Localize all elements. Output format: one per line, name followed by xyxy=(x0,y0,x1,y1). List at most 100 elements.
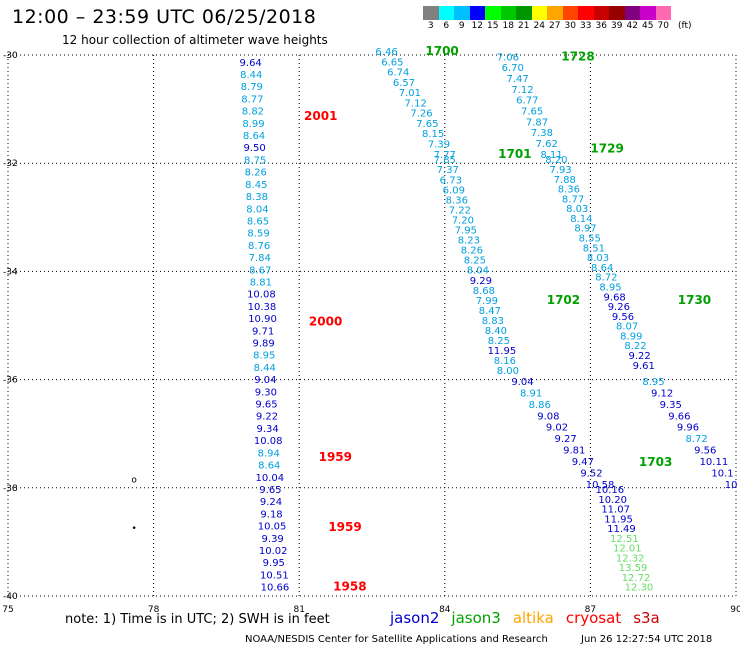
data-value-label: 7.22 xyxy=(449,205,471,216)
data-value-label: 7.93 xyxy=(549,165,571,176)
data-value-label: 8.15 xyxy=(422,129,444,140)
data-value-label: 8.95 xyxy=(599,282,621,293)
color-swatch xyxy=(516,6,532,20)
color-swatch xyxy=(624,6,640,20)
data-value-label: 10.90 xyxy=(248,314,277,325)
pass-time-label: 1730 xyxy=(678,293,711,307)
color-swatch xyxy=(609,6,625,20)
data-value-label: 9.35 xyxy=(660,400,682,411)
data-value-label: 8.64 xyxy=(258,461,280,472)
data-value-label: 8.44 xyxy=(240,70,262,81)
data-value-label: 10.1 xyxy=(711,468,733,479)
data-value-label: 9.50 xyxy=(243,143,265,154)
data-value-label: 11.49 xyxy=(607,524,636,535)
legend-entry-jason3: jason3 xyxy=(451,609,501,627)
data-value-label: 13.59 xyxy=(619,563,648,574)
data-value-label: 8.20 xyxy=(545,155,567,166)
data-value-label: 8.45 xyxy=(245,180,267,191)
data-value-label: 8.67 xyxy=(249,265,271,276)
legend-entry-cryosat: cryosat xyxy=(565,609,622,627)
color-scale-tick: 39 xyxy=(611,21,623,31)
data-value-label: 8.04 xyxy=(246,204,268,215)
color-scale-tick: 15 xyxy=(487,21,499,31)
data-value-label: 8.82 xyxy=(242,107,264,118)
data-value-label: 10 xyxy=(725,480,738,491)
data-value-label: 11.07 xyxy=(601,505,630,516)
data-value-label: 7.12 xyxy=(405,98,427,109)
data-value-label: 8.26 xyxy=(245,168,267,179)
y-tick-label: -36 xyxy=(3,376,18,386)
data-value-label: 12.30 xyxy=(625,583,654,594)
data-value-label: 6.77 xyxy=(516,96,538,107)
data-value-label: 9.65 xyxy=(255,400,277,411)
data-value-label: 11.95 xyxy=(604,514,633,525)
data-value-label: 9.56 xyxy=(612,312,634,323)
data-value-label: 8.97 xyxy=(574,224,596,235)
data-value-label: 8.94 xyxy=(258,448,280,459)
color-scale-tick: 3 xyxy=(427,21,434,31)
data-value-label: 9.39 xyxy=(262,534,284,545)
data-value-label: 9.95 xyxy=(263,558,285,569)
x-tick-label: 84 xyxy=(439,605,451,615)
data-value-label: 10.04 xyxy=(256,473,285,484)
data-value-label: 10.20 xyxy=(598,495,627,506)
credit-text: NOAA/NESDIS Center for Satellite Applica… xyxy=(245,634,548,645)
color-scale-tick: 36 xyxy=(595,21,607,31)
data-value-label: 10.16 xyxy=(595,485,624,496)
data-value-label: 12.72 xyxy=(622,573,651,584)
color-scale-labels: 3 6 9 12 15 18 21 24 27 30 33 36 39 42 45 70 (ft) xyxy=(423,20,740,34)
data-value-label: 9.30 xyxy=(255,387,277,398)
data-value-label: 8.38 xyxy=(246,192,268,203)
data-value-label: 7.84 xyxy=(249,253,271,264)
data-value-label: 8.36 xyxy=(558,185,580,196)
pass-time-label: 2001 xyxy=(304,109,337,123)
y-tick-label: -40 xyxy=(3,592,18,602)
color-swatch xyxy=(531,6,547,20)
data-value-label: 8.59 xyxy=(247,229,269,240)
y-tick-label: -30 xyxy=(3,51,18,61)
data-value-label: 7.85 xyxy=(434,155,456,166)
color-scale-tick: 6 xyxy=(443,21,450,31)
data-value-label: 8.72 xyxy=(595,273,617,284)
color-swatch xyxy=(578,6,594,20)
data-value-label: 9.56 xyxy=(694,446,716,457)
data-value-label: 8.36 xyxy=(446,195,468,206)
data-value-label: 7.38 xyxy=(531,128,553,139)
x-tick-label: 90 xyxy=(730,605,740,615)
data-value-label: 8.07 xyxy=(616,322,638,333)
pass-time-label: 1958 xyxy=(333,580,366,594)
data-value-label: 7.65 xyxy=(521,107,543,118)
data-value-label: 8.95 xyxy=(642,377,664,388)
data-value-label: 8.91 xyxy=(520,388,542,399)
data-value-label: 8.40 xyxy=(485,326,507,337)
data-value-label: 9.29 xyxy=(470,276,492,287)
pass-time-label: 1700 xyxy=(425,44,458,58)
color-swatch xyxy=(593,6,609,20)
page-subtitle: 12 hour collection of altimeter wave hei… xyxy=(62,33,328,47)
data-value-label: 7.99 xyxy=(476,296,498,307)
y-tick-label: -38 xyxy=(3,484,18,494)
color-scale-tick: 42 xyxy=(626,21,638,31)
color-swatch xyxy=(423,6,439,20)
data-value-label: 12.32 xyxy=(616,553,645,564)
data-value-label: 6.65 xyxy=(381,57,403,68)
data-value-label: 7.47 xyxy=(506,74,528,85)
data-value-label: 9.26 xyxy=(608,302,630,313)
data-value-label: 8.55 xyxy=(579,234,601,245)
color-scale-swatches xyxy=(423,6,740,20)
data-value-label: 8.25 xyxy=(488,336,510,347)
color-swatch xyxy=(562,6,578,20)
data-value-label: 7.62 xyxy=(536,139,558,150)
data-value-label: 7.95 xyxy=(455,226,477,237)
data-value-label: 8.68 xyxy=(473,286,495,297)
pass-time-label: 1702 xyxy=(547,293,580,307)
data-value-label: 8.99 xyxy=(620,331,642,342)
data-value-label: 8.25 xyxy=(464,256,486,267)
legend-entry-altika: altika xyxy=(512,609,554,627)
isolated-point: • xyxy=(132,524,137,534)
data-value-label: 10.58 xyxy=(586,480,615,491)
data-value-label: 12.51 xyxy=(610,534,639,545)
data-value-label: 9.04 xyxy=(511,377,533,388)
pass-time-label: 1959 xyxy=(328,520,361,534)
